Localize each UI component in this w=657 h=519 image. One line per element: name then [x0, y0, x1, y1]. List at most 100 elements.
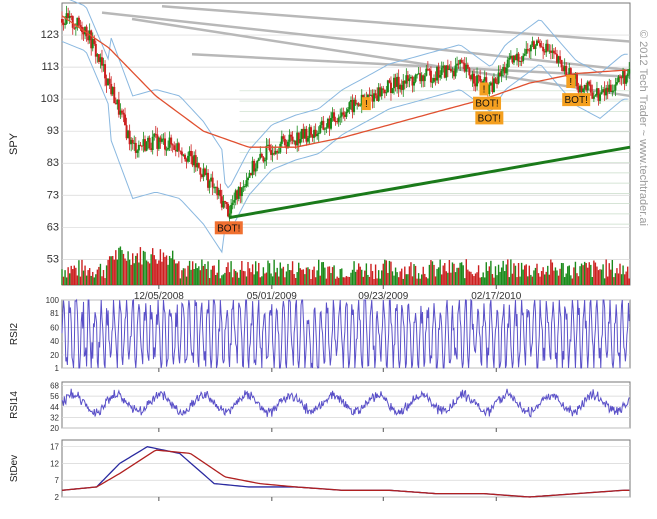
annotation-box: [361, 97, 371, 111]
annotation-box: [562, 93, 591, 107]
candle-body: [522, 55, 525, 62]
candle-body: [575, 74, 578, 87]
volume-bar: [626, 266, 629, 285]
candle-body: [288, 134, 291, 142]
candle-body: [270, 150, 273, 155]
candle-body: [114, 103, 117, 105]
candle-body: [127, 130, 130, 139]
x-tick-label: 05/01/2009: [247, 291, 297, 302]
volume-bar: [567, 266, 569, 285]
candle-body: [489, 82, 492, 86]
candle-body: [456, 63, 459, 66]
volume-bar: [308, 269, 311, 285]
volume-bar: [416, 278, 418, 285]
candle-body: [471, 73, 474, 80]
candle-body: [619, 76, 622, 78]
candle-body: [400, 85, 403, 90]
candle-body: [403, 80, 406, 84]
candle-body: [245, 180, 248, 187]
volume-bar: [325, 278, 328, 285]
candle-body: [133, 142, 136, 144]
candle-body: [483, 77, 486, 81]
candle-body: [188, 150, 191, 156]
candle-body: [225, 202, 228, 205]
candle-body: [102, 64, 105, 66]
volume-bar: [422, 266, 424, 285]
candle-body: [147, 137, 150, 142]
rsi2-panel: 1 20 40 60 81 100 RSI2: [9, 296, 631, 373]
volume-bar: [528, 265, 531, 285]
candle-body: [190, 150, 193, 157]
candle-body: [588, 81, 591, 85]
volume-bar: [591, 277, 594, 285]
volume-bar: [145, 260, 148, 285]
candle-body: [94, 44, 97, 57]
stdev-red-line: [61, 449, 630, 498]
rsi14-line: [61, 388, 630, 418]
volume-bar: [108, 256, 111, 285]
candle-body: [325, 127, 328, 129]
candle-body: [276, 150, 279, 153]
candle-body: [396, 76, 399, 87]
y-tick-label: 93: [47, 125, 59, 137]
candle-body: [389, 82, 392, 93]
volume-bar: [155, 259, 157, 285]
volume-bar: [388, 260, 391, 285]
volume-bar: [410, 262, 412, 285]
candle-body: [609, 84, 612, 92]
candle-body: [353, 99, 356, 113]
volume-bar: [221, 275, 223, 285]
annotation-box: [479, 82, 489, 96]
volume-bar: [190, 269, 192, 285]
candle-body: [346, 109, 349, 112]
candle-body: [468, 68, 471, 76]
candle-body: [348, 102, 351, 110]
volume-bar: [464, 278, 466, 285]
candle-body: [436, 66, 439, 81]
volume-bar: [465, 259, 467, 285]
candle-body: [280, 136, 283, 144]
candle-body: [290, 134, 293, 137]
candle-body: [116, 99, 119, 105]
candle-body: [219, 189, 222, 197]
volume-bar: [228, 272, 231, 285]
volume-bar: [210, 269, 212, 285]
volume-bar: [361, 269, 363, 285]
volume-bar: [431, 261, 434, 285]
volume-bar: [171, 250, 174, 285]
volume-bar: [273, 259, 275, 285]
candle-body: [579, 85, 582, 93]
candle-body: [472, 73, 475, 84]
volume-bar: [251, 264, 254, 285]
volume-bar: [119, 246, 122, 285]
candle-body: [248, 173, 251, 178]
candle-body: [356, 103, 359, 105]
candle-body: [394, 77, 397, 87]
volume-bar: [290, 270, 292, 285]
volume-bar: [580, 263, 583, 285]
candle-body: [449, 68, 452, 72]
volume-bar: [82, 270, 85, 285]
volume-bar: [179, 278, 182, 285]
volume-bar: [430, 260, 432, 285]
volume-bar: [568, 265, 570, 285]
candle-body: [317, 132, 320, 135]
candle-body: [626, 73, 629, 77]
volume-bar: [368, 276, 371, 285]
volume-bar: [116, 259, 119, 285]
candle-body: [108, 78, 111, 84]
x-tick-label: 12/05/2008: [134, 291, 184, 302]
volume-bar: [242, 270, 245, 285]
candle-body: [443, 65, 446, 78]
volume-bar: [207, 261, 209, 285]
candle-body: [165, 149, 168, 151]
volume-bar: [527, 276, 529, 285]
candle-body: [503, 67, 506, 74]
volume-bar: [318, 259, 320, 285]
candle-body: [137, 144, 140, 151]
candle-body: [73, 27, 76, 29]
volume-bar: [488, 266, 491, 285]
volume-bar: [276, 267, 278, 285]
volume-bar: [385, 260, 388, 285]
volume-bar: [365, 263, 368, 285]
